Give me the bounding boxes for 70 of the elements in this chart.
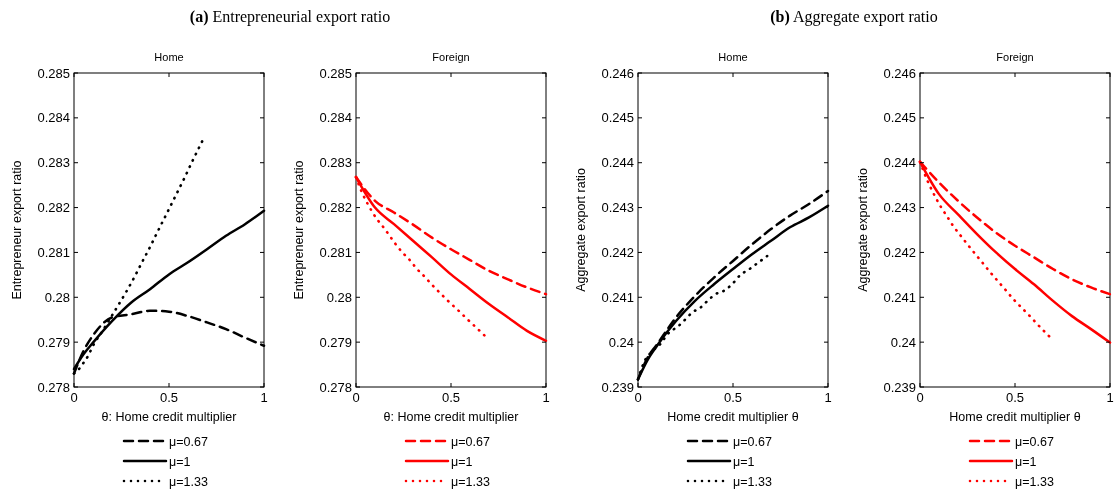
y-tick-label: 0.283 — [37, 155, 70, 171]
y-tick-label: 0.282 — [319, 200, 352, 216]
legend-label: μ=1.33 — [1015, 474, 1054, 489]
y-tick-label: 0.241 — [883, 289, 916, 305]
y-tick-label: 0.282 — [37, 200, 70, 216]
x-tick-label: 0.5 — [441, 390, 461, 405]
x-axis-title: Home credit multiplier θ — [667, 410, 799, 424]
y-tick-label: 0.281 — [37, 244, 70, 260]
y-tick-label: 0.283 — [319, 155, 352, 171]
chart-title: Foreign — [432, 51, 470, 63]
y-tick-label: 0.28 — [44, 289, 70, 305]
y-tick-label: 0.246 — [883, 65, 916, 81]
y-tick-label: 0.243 — [601, 200, 634, 216]
y-tick-label: 0.246 — [601, 65, 634, 81]
x-axis-title: θ: Home credit multiplier — [101, 410, 237, 424]
y-tick-label: 0.242 — [883, 244, 916, 260]
y-tick-label: 0.239 — [601, 379, 634, 395]
chart-title: Foreign — [996, 51, 1034, 63]
y-tick-label: 0.285 — [37, 65, 70, 81]
x-tick-label: 0.5 — [159, 390, 179, 405]
legend-label: μ=1 — [733, 454, 755, 469]
x-tick-label: 0 — [634, 390, 642, 405]
y-tick-label: 0.284 — [319, 110, 352, 126]
y-tick-label: 0.24 — [890, 334, 916, 350]
y-axis-title: Aggregate export ratio — [856, 168, 870, 292]
y-tick-label: 0.285 — [319, 65, 352, 81]
x-axis-title: θ: Home credit multiplier — [383, 410, 519, 424]
y-tick-label: 0.244 — [601, 155, 634, 171]
legend-label: μ=0.67 — [733, 434, 772, 449]
y-tick-label: 0.245 — [601, 110, 634, 126]
x-tick-label: 1 — [1106, 390, 1114, 405]
y-tick-label: 0.244 — [883, 155, 916, 171]
y-tick-label: 0.243 — [883, 200, 916, 216]
y-tick-label: 0.241 — [601, 289, 634, 305]
y-tick-label: 0.28 — [326, 289, 352, 305]
x-tick-label: 1 — [824, 390, 832, 405]
legend-label: μ=1.33 — [733, 474, 772, 489]
x-tick-label: 0.5 — [1005, 390, 1025, 405]
text: (a) Entrepreneurial export ratio — [189, 8, 391, 26]
y-tick-label: 0.245 — [883, 110, 916, 126]
y-tick-label: 0.278 — [37, 379, 70, 395]
legend-label: μ=0.67 — [451, 434, 490, 449]
y-tick-label: 0.24 — [608, 334, 634, 350]
y-tick-label: 0.242 — [601, 244, 634, 260]
x-tick-label: 1 — [542, 390, 550, 405]
y-tick-label: 0.279 — [37, 334, 70, 350]
legend-label: μ=0.67 — [1015, 434, 1054, 449]
y-tick-label: 0.239 — [883, 379, 916, 395]
y-axis-title: Entrepreneur export ratio — [10, 160, 24, 300]
x-tick-label: 0 — [70, 390, 78, 405]
x-tick-label: 1 — [260, 390, 268, 405]
y-tick-label: 0.278 — [319, 379, 352, 395]
x-tick-label: 0 — [916, 390, 924, 405]
text: (b) Aggregate export ratio — [770, 8, 938, 26]
y-tick-label: 0.281 — [319, 244, 352, 260]
legend-label: μ=1 — [169, 454, 191, 469]
y-tick-label: 0.284 — [37, 110, 70, 126]
x-axis-title: Home credit multiplier θ — [949, 410, 1081, 424]
y-tick-label: 0.279 — [319, 334, 352, 350]
x-tick-label: 0 — [352, 390, 360, 405]
legend-label: μ=0.67 — [169, 434, 208, 449]
legend-label: μ=1.33 — [451, 474, 490, 489]
chart-title: Home — [154, 51, 184, 63]
legend-label: μ=1 — [451, 454, 473, 469]
chart-title: Home — [718, 51, 748, 63]
legend-label: μ=1.33 — [169, 474, 208, 489]
x-tick-label: 0.5 — [723, 390, 743, 405]
y-axis-title: Aggregate export ratio — [574, 168, 588, 292]
legend-label: μ=1 — [1015, 454, 1037, 469]
y-axis-title: Entrepreneur export ratio — [292, 160, 306, 300]
